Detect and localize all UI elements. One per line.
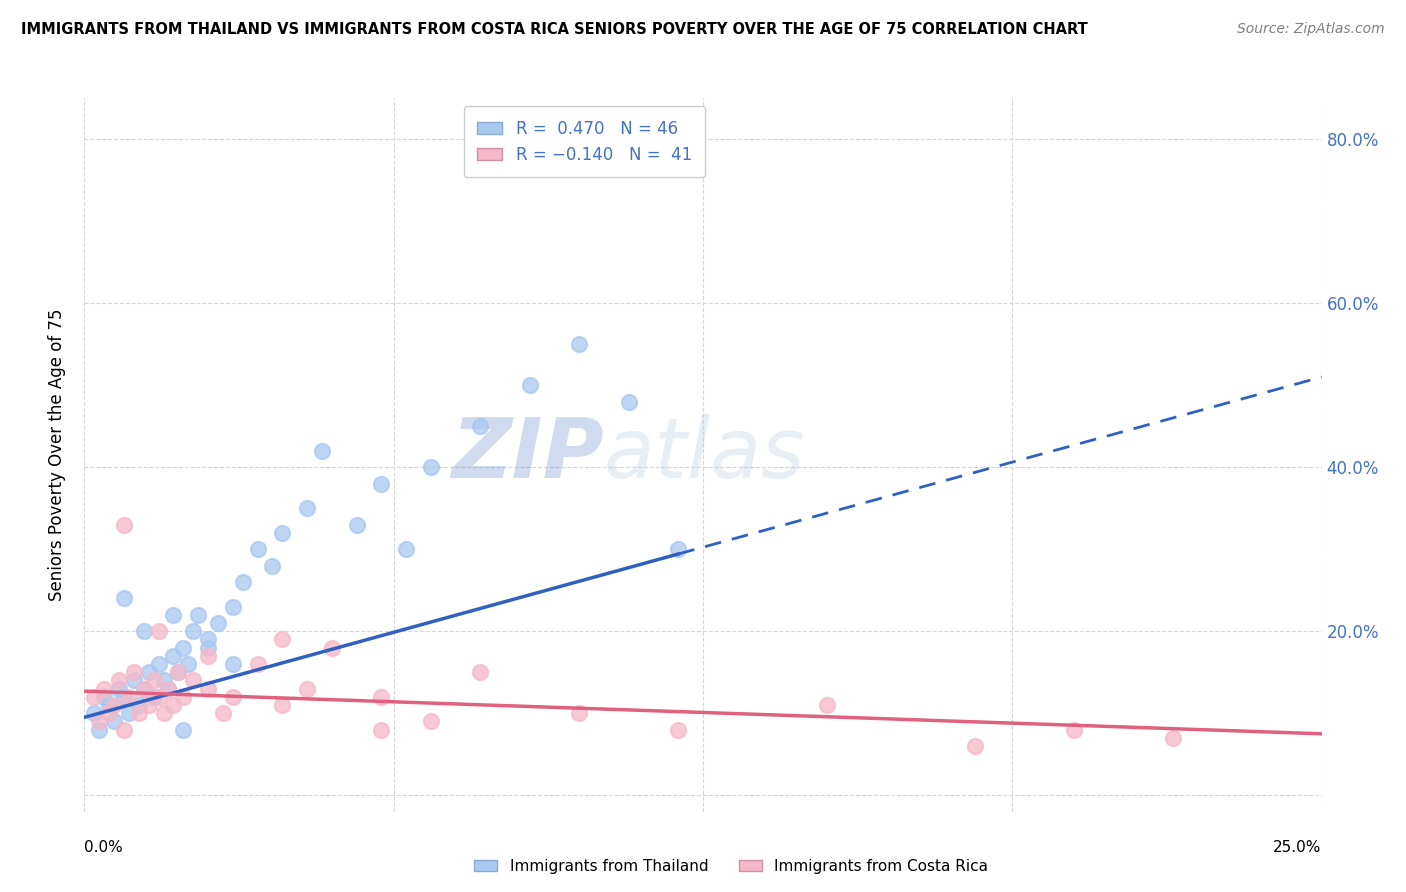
Text: Source: ZipAtlas.com: Source: ZipAtlas.com <box>1237 22 1385 37</box>
Point <box>470 419 492 434</box>
Point <box>157 681 180 696</box>
Point <box>815 698 838 712</box>
Point <box>89 723 111 737</box>
Point <box>93 681 115 696</box>
Point <box>295 681 318 696</box>
Point <box>395 542 418 557</box>
Point <box>172 640 194 655</box>
Point <box>103 714 125 729</box>
Point <box>118 690 141 704</box>
Point <box>138 665 160 680</box>
Point <box>172 723 194 737</box>
Point <box>148 657 170 671</box>
Point <box>519 378 541 392</box>
Point <box>142 690 165 704</box>
Y-axis label: Seniors Poverty Over the Age of 75: Seniors Poverty Over the Age of 75 <box>48 309 66 601</box>
Point <box>162 648 184 663</box>
Text: 25.0%: 25.0% <box>1274 840 1322 855</box>
Point <box>470 665 492 680</box>
Point <box>98 706 121 721</box>
Point <box>83 690 105 704</box>
Point <box>617 394 640 409</box>
Point <box>370 690 392 704</box>
Text: ZIP: ZIP <box>451 415 605 495</box>
Text: IMMIGRANTS FROM THAILAND VS IMMIGRANTS FROM COSTA RICA SENIORS POVERTY OVER THE : IMMIGRANTS FROM THAILAND VS IMMIGRANTS F… <box>21 22 1088 37</box>
Point <box>187 607 209 622</box>
Point <box>162 607 184 622</box>
Point <box>157 681 180 696</box>
Point <box>138 698 160 712</box>
Point <box>197 640 219 655</box>
Point <box>1161 731 1184 745</box>
Point <box>262 558 284 573</box>
Point <box>419 460 441 475</box>
Point <box>89 714 111 729</box>
Point <box>346 517 368 532</box>
Point <box>181 673 204 688</box>
Point <box>271 525 294 540</box>
Point <box>118 706 141 721</box>
Point <box>311 443 333 458</box>
Point <box>177 657 200 671</box>
Point <box>172 690 194 704</box>
Point <box>271 632 294 647</box>
Point <box>295 501 318 516</box>
Legend: Immigrants from Thailand, Immigrants from Costa Rica: Immigrants from Thailand, Immigrants fro… <box>468 853 994 880</box>
Point <box>271 698 294 712</box>
Point <box>112 517 135 532</box>
Point <box>112 591 135 606</box>
Point <box>370 476 392 491</box>
Point <box>103 698 125 712</box>
Point <box>148 624 170 639</box>
Point <box>197 632 219 647</box>
Point <box>112 690 135 704</box>
Point <box>128 698 150 712</box>
Point <box>246 542 269 557</box>
Point <box>212 706 235 721</box>
Point <box>122 665 145 680</box>
Point <box>246 657 269 671</box>
Point <box>108 681 131 696</box>
Text: atlas: atlas <box>605 415 806 495</box>
Point <box>232 575 254 590</box>
Point <box>222 599 245 614</box>
Point <box>162 698 184 712</box>
Point <box>132 681 155 696</box>
Point <box>321 640 343 655</box>
Point <box>181 624 204 639</box>
Point <box>370 723 392 737</box>
Point <box>419 714 441 729</box>
Point <box>1063 723 1085 737</box>
Point <box>83 706 105 721</box>
Legend: R =  0.470   N = 46, R = −0.140   N =  41: R = 0.470 N = 46, R = −0.140 N = 41 <box>464 106 706 178</box>
Point <box>167 665 190 680</box>
Point <box>108 673 131 688</box>
Point <box>167 665 190 680</box>
Point <box>666 723 689 737</box>
Point <box>98 698 121 712</box>
Point <box>142 673 165 688</box>
Point <box>568 337 591 351</box>
Point <box>666 542 689 557</box>
Point <box>152 706 174 721</box>
Point <box>93 690 115 704</box>
Point <box>128 706 150 721</box>
Point <box>222 657 245 671</box>
Text: 0.0%: 0.0% <box>84 840 124 855</box>
Point <box>965 739 987 753</box>
Point <box>222 690 245 704</box>
Point <box>152 673 174 688</box>
Point <box>207 616 229 631</box>
Point <box>197 648 219 663</box>
Point <box>197 681 219 696</box>
Point <box>112 723 135 737</box>
Point <box>568 706 591 721</box>
Point <box>122 673 145 688</box>
Point <box>148 690 170 704</box>
Point <box>132 681 155 696</box>
Point <box>132 624 155 639</box>
